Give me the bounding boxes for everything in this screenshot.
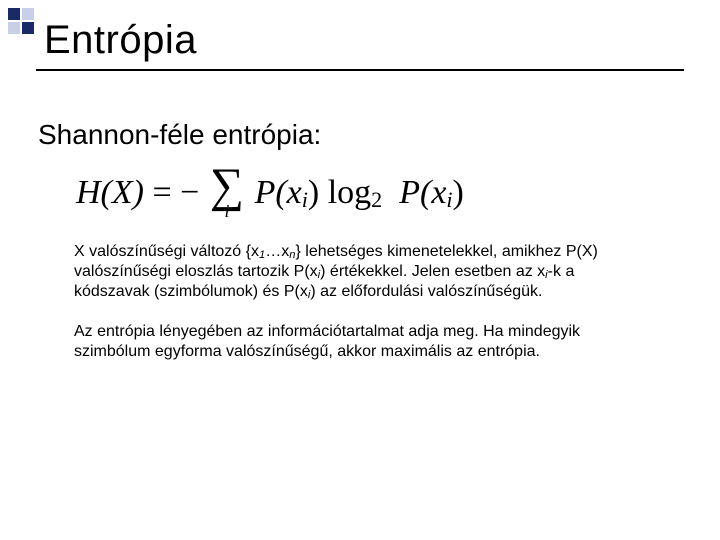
paragraph-1: X valószínűségi változó {x1…xn} lehetség… xyxy=(74,242,634,302)
log: log xyxy=(328,174,371,211)
p1-open: P( xyxy=(255,174,287,211)
formula-eq: = xyxy=(152,174,171,211)
p1-t3: ) értékekkel. Jelen esetben az x xyxy=(320,263,545,280)
corner-decoration xyxy=(8,8,48,48)
formula-lhs: H(X) xyxy=(76,174,144,211)
p1-t0: X valószínűségi változó {x xyxy=(74,243,259,260)
body: X valószínűségi változó {x1…xn} lehetség… xyxy=(74,242,634,362)
p2-close: ) xyxy=(453,174,464,211)
formula-neg: − xyxy=(180,174,199,211)
p1-t1: …x xyxy=(265,243,289,260)
p2-open: P( xyxy=(399,174,431,211)
p1-close: ) xyxy=(308,174,319,211)
subtitle: Shannon-féle entrópia: xyxy=(38,119,676,151)
formula: H(X) = − ∑ i P(xi) log2 P(xi) xyxy=(76,169,676,222)
p1-t5: ) az előfordulási valószínűségük. xyxy=(310,283,542,300)
slide-title: Entrópia xyxy=(44,18,676,63)
log-base: 2 xyxy=(371,187,382,212)
paragraph-2: Az entrópia lényegében az információtart… xyxy=(74,322,634,362)
title-rule xyxy=(36,69,684,71)
p1-x: x xyxy=(287,174,302,211)
p2-x: x xyxy=(431,174,446,211)
sum-symbol: ∑ i xyxy=(210,169,244,222)
slide: Entrópia Shannon-féle entrópia: H(X) = −… xyxy=(0,0,720,540)
